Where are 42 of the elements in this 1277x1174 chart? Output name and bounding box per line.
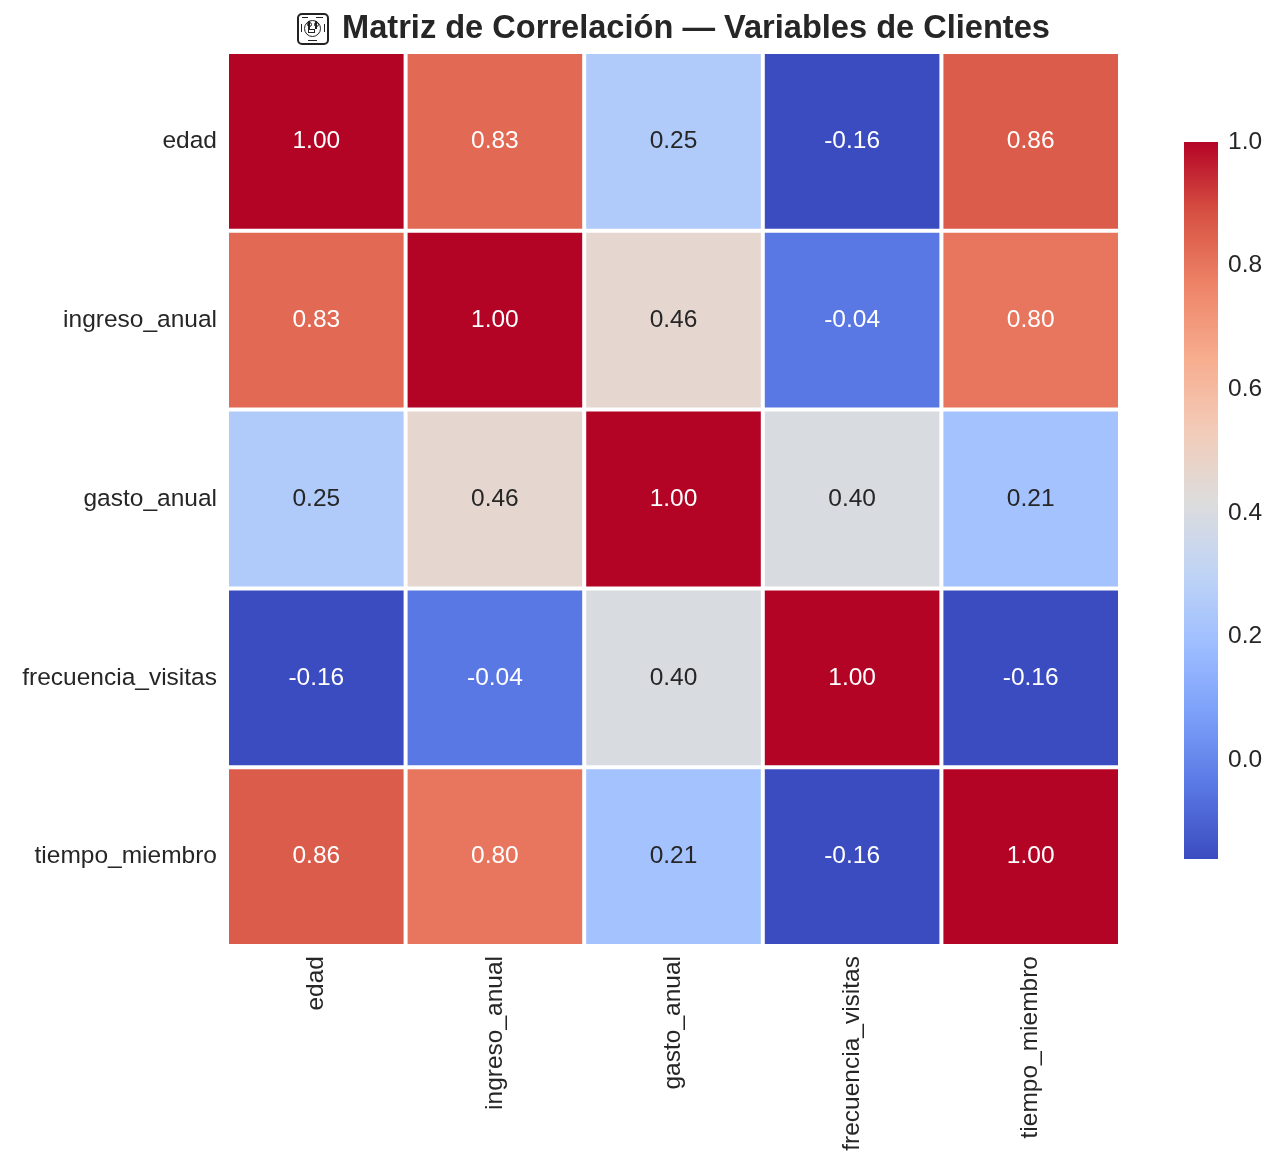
x-tick-label: gasto_anual: [658, 956, 686, 1090]
data-label: 0.46: [649, 304, 698, 332]
data-label: 0.83: [292, 304, 341, 332]
data-label: 0.46: [471, 483, 519, 511]
chart-title: Matriz de Correlación — Variables de Clientes: [342, 7, 1050, 45]
data-label: 0.83: [471, 126, 519, 154]
data-label: -0.16: [288, 662, 345, 690]
data-label: 0.40: [649, 662, 698, 690]
data-label: 1.00: [1006, 841, 1055, 869]
x-tick-label: ingreso_anual: [479, 956, 507, 1110]
color-bar-label: 1.0: [1228, 126, 1263, 154]
data-label: 0.40: [828, 483, 876, 511]
data-label: -0.16: [824, 841, 881, 869]
color-bar-label: 0.0: [1228, 744, 1263, 772]
y-tick-label: edad: [162, 126, 217, 154]
data-label: 1.00: [828, 662, 876, 690]
data-label: -0.16: [824, 126, 881, 154]
data-label: 0.80: [471, 841, 519, 869]
x-tick-label: edad: [301, 956, 329, 1011]
data-label: 1.00: [649, 483, 698, 511]
data-label: 0.25: [292, 483, 341, 511]
data-label: -0.04: [466, 662, 523, 690]
color-bar-label: 0.6: [1228, 373, 1263, 401]
y-tick-label: tiempo_miembro: [34, 841, 217, 869]
data-label: -0.04: [824, 304, 881, 332]
x-tick-label: tiempo_miembro: [1015, 956, 1043, 1139]
y-tick-label: gasto_anual: [83, 483, 217, 511]
data-label: 0.21: [649, 841, 698, 869]
color-bar-label: 0.2: [1228, 621, 1263, 649]
data-label: 0.21: [1006, 483, 1055, 511]
data-label: 0.86: [292, 841, 341, 869]
data-label: 1.00: [471, 304, 519, 332]
data-label: -0.16: [1002, 662, 1059, 690]
data-label: 0.25: [649, 126, 698, 154]
color-bar-label: 0.8: [1228, 250, 1263, 278]
data-label: 1.00: [292, 126, 341, 154]
data-label: 0.86: [1006, 126, 1055, 154]
y-tick-label: ingreso_anual: [63, 304, 217, 332]
x-tick-label: frecuencia_visitas: [836, 956, 864, 1151]
y-tick-label: frecuencia_visitas: [22, 662, 217, 690]
color-bar-label: 0.4: [1228, 497, 1263, 525]
data-label: 0.80: [1006, 304, 1055, 332]
